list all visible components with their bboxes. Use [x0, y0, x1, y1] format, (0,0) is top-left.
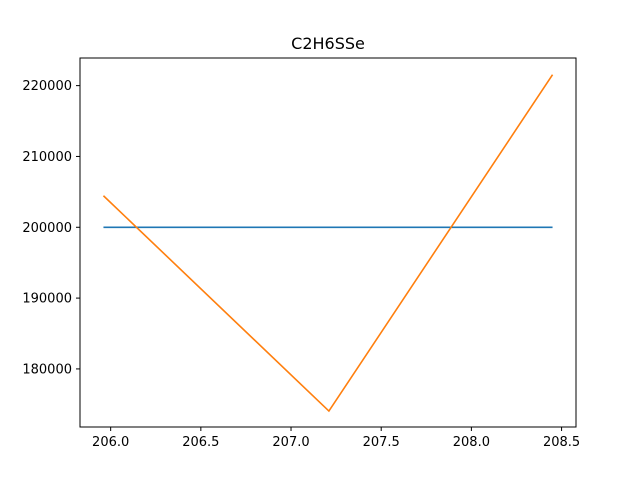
y-tick-label: 180000: [22, 362, 72, 377]
x-tick-label: 208.0: [453, 435, 490, 450]
series-line-2: [102, 74, 554, 413]
plot-frame: [79, 57, 577, 428]
series-layer: [102, 74, 554, 413]
x-tick-label: 208.5: [543, 435, 580, 450]
x-tick-label: 206.5: [182, 435, 219, 450]
x-tick-label: 207.0: [272, 435, 309, 450]
chart-title: C2H6SSe: [291, 34, 365, 53]
x-tick-label: 207.5: [363, 435, 400, 450]
y-tick-label: 190000: [22, 292, 72, 307]
y-tick-label: 200000: [22, 221, 72, 236]
ticks-layer: 206.0 206.5 207.0 207.5 208.0 208.5 180000 1900…: [22, 79, 580, 450]
y-tick-label: 210000: [22, 150, 72, 165]
x-tick-label: 206.0: [92, 435, 129, 450]
y-tick-label: 220000: [22, 79, 72, 94]
